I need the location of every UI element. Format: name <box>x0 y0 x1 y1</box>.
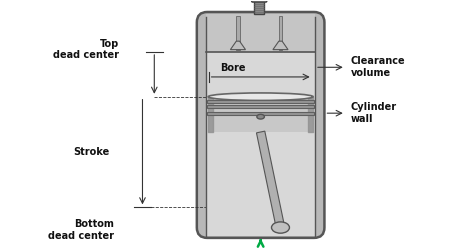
Text: Bore: Bore <box>220 63 246 73</box>
Ellipse shape <box>208 93 313 100</box>
Bar <box>208 97 313 132</box>
FancyBboxPatch shape <box>197 12 324 238</box>
Text: Clearance
volume: Clearance volume <box>350 57 405 78</box>
Bar <box>279 16 282 50</box>
Bar <box>207 105 314 108</box>
Bar <box>206 52 315 236</box>
Bar <box>254 0 264 14</box>
Bar <box>207 112 314 115</box>
Bar <box>207 100 314 103</box>
Text: Stroke: Stroke <box>73 147 109 157</box>
Bar <box>206 14 315 52</box>
Text: Cylinder
wall: Cylinder wall <box>350 102 397 124</box>
FancyBboxPatch shape <box>252 0 267 2</box>
Polygon shape <box>230 41 246 50</box>
Text: Top
dead center: Top dead center <box>53 39 119 61</box>
Ellipse shape <box>272 222 290 233</box>
Bar <box>237 16 239 50</box>
Polygon shape <box>273 41 288 50</box>
Ellipse shape <box>257 114 264 119</box>
Text: Bottom
dead center: Bottom dead center <box>48 219 114 241</box>
Polygon shape <box>256 131 285 228</box>
